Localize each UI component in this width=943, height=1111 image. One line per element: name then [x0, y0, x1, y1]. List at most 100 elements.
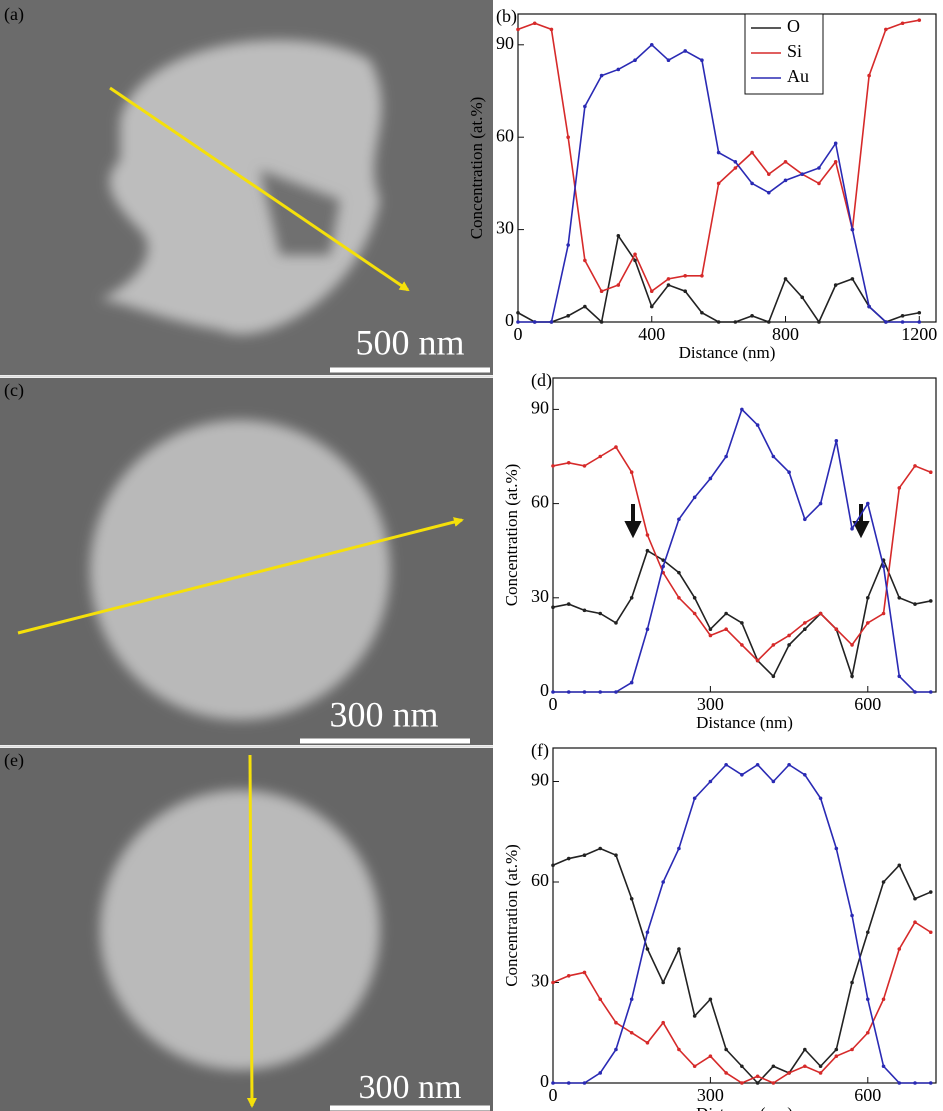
- data-point: [818, 611, 823, 616]
- data-point: [928, 1081, 933, 1085]
- data-point: [818, 501, 823, 506]
- data-point: [677, 846, 681, 851]
- data-point: [850, 643, 854, 647]
- data-point: [629, 680, 634, 685]
- data-point: [683, 274, 687, 278]
- data-point: [884, 27, 888, 32]
- data-point: [913, 896, 917, 901]
- data-point: [850, 980, 854, 985]
- data-point: [724, 627, 728, 631]
- data-point: [708, 633, 713, 638]
- series-line: [552, 847, 932, 1085]
- data-point: [783, 277, 788, 281]
- data-point: [629, 896, 634, 901]
- data-point: [803, 517, 807, 522]
- data-point: [614, 621, 618, 625]
- data-point: [740, 773, 744, 777]
- data-point: [633, 58, 637, 62]
- data-point: [787, 470, 791, 475]
- data-point: [566, 856, 571, 861]
- y-tick-label: 90: [531, 770, 549, 790]
- data-point: [865, 1030, 870, 1035]
- data-point: [928, 890, 933, 894]
- data-point: [700, 58, 704, 62]
- legend-label: Si: [787, 41, 802, 61]
- data-point: [771, 1064, 776, 1069]
- data-point: [583, 258, 587, 263]
- data-point: [516, 310, 520, 315]
- x-axis-title: Distance (nm): [696, 1104, 793, 1111]
- data-point: [566, 974, 571, 978]
- series-line: [553, 763, 931, 1084]
- data-point: [881, 997, 886, 1002]
- data-point: [724, 1047, 728, 1052]
- data-point: [616, 233, 621, 238]
- data-point: [551, 1081, 555, 1085]
- data-point: [708, 1054, 713, 1058]
- data-point: [928, 470, 933, 475]
- data-point: [599, 289, 604, 294]
- series-line: [517, 233, 920, 324]
- data-point: [817, 181, 821, 186]
- data-point: [598, 690, 603, 694]
- data-point: [897, 863, 902, 868]
- y-tick-label: 0: [505, 310, 514, 330]
- data-point: [683, 289, 687, 294]
- plot-frame: [517, 13, 937, 323]
- data-point: [598, 997, 603, 1002]
- data-point: [897, 674, 902, 679]
- data-point: [516, 27, 520, 32]
- data-point: [767, 172, 771, 176]
- data-point: [724, 454, 728, 459]
- y-axis-title: Concentration (at.%): [502, 464, 521, 607]
- data-point: [566, 314, 570, 318]
- x-tick-label: 800: [772, 324, 799, 344]
- data-point: [833, 160, 838, 164]
- data-point: [532, 21, 537, 26]
- data-point: [614, 1020, 618, 1025]
- data-point: [897, 1081, 902, 1085]
- data-point: [865, 501, 870, 506]
- data-point: [645, 947, 650, 951]
- data-point: [913, 920, 917, 924]
- data-point: [867, 304, 871, 309]
- data-point: [582, 970, 587, 975]
- scale-bar-label: 500 nm: [355, 322, 464, 362]
- data-point: [551, 980, 555, 985]
- data-point: [692, 1064, 697, 1069]
- data-point: [803, 627, 807, 631]
- panel-label: (c): [4, 380, 24, 401]
- y-tick-label: 90: [531, 398, 549, 418]
- data-point: [661, 558, 665, 562]
- data-point: [582, 853, 587, 857]
- series-line: [553, 407, 931, 693]
- data-point: [566, 1081, 571, 1085]
- data-point: [645, 548, 650, 553]
- data-point: [708, 627, 713, 631]
- sem-image-a: 500 nm (a): [0, 0, 493, 375]
- data-point: [834, 627, 839, 631]
- data-point: [897, 596, 902, 600]
- data-point: [614, 853, 618, 857]
- data-point: [928, 599, 933, 603]
- data-point: [800, 172, 805, 176]
- data-point: [724, 762, 728, 767]
- data-point: [566, 690, 571, 694]
- data-point: [708, 997, 713, 1002]
- data-point: [716, 150, 721, 155]
- data-point: [551, 605, 555, 610]
- data-point: [787, 1071, 791, 1075]
- data-point: [740, 1064, 744, 1069]
- y-tick-label: 0: [540, 1071, 549, 1091]
- data-point: [740, 621, 744, 625]
- series-line: [552, 445, 932, 662]
- data-point: [750, 181, 754, 186]
- panel-label: (d): [531, 370, 552, 391]
- data-point: [566, 135, 570, 139]
- panel-label: (a): [4, 4, 24, 25]
- x-axis-title: Distance (nm): [696, 713, 793, 732]
- series-line: [552, 549, 931, 680]
- data-point: [599, 73, 604, 78]
- data-point: [740, 643, 744, 647]
- data-point: [629, 470, 634, 475]
